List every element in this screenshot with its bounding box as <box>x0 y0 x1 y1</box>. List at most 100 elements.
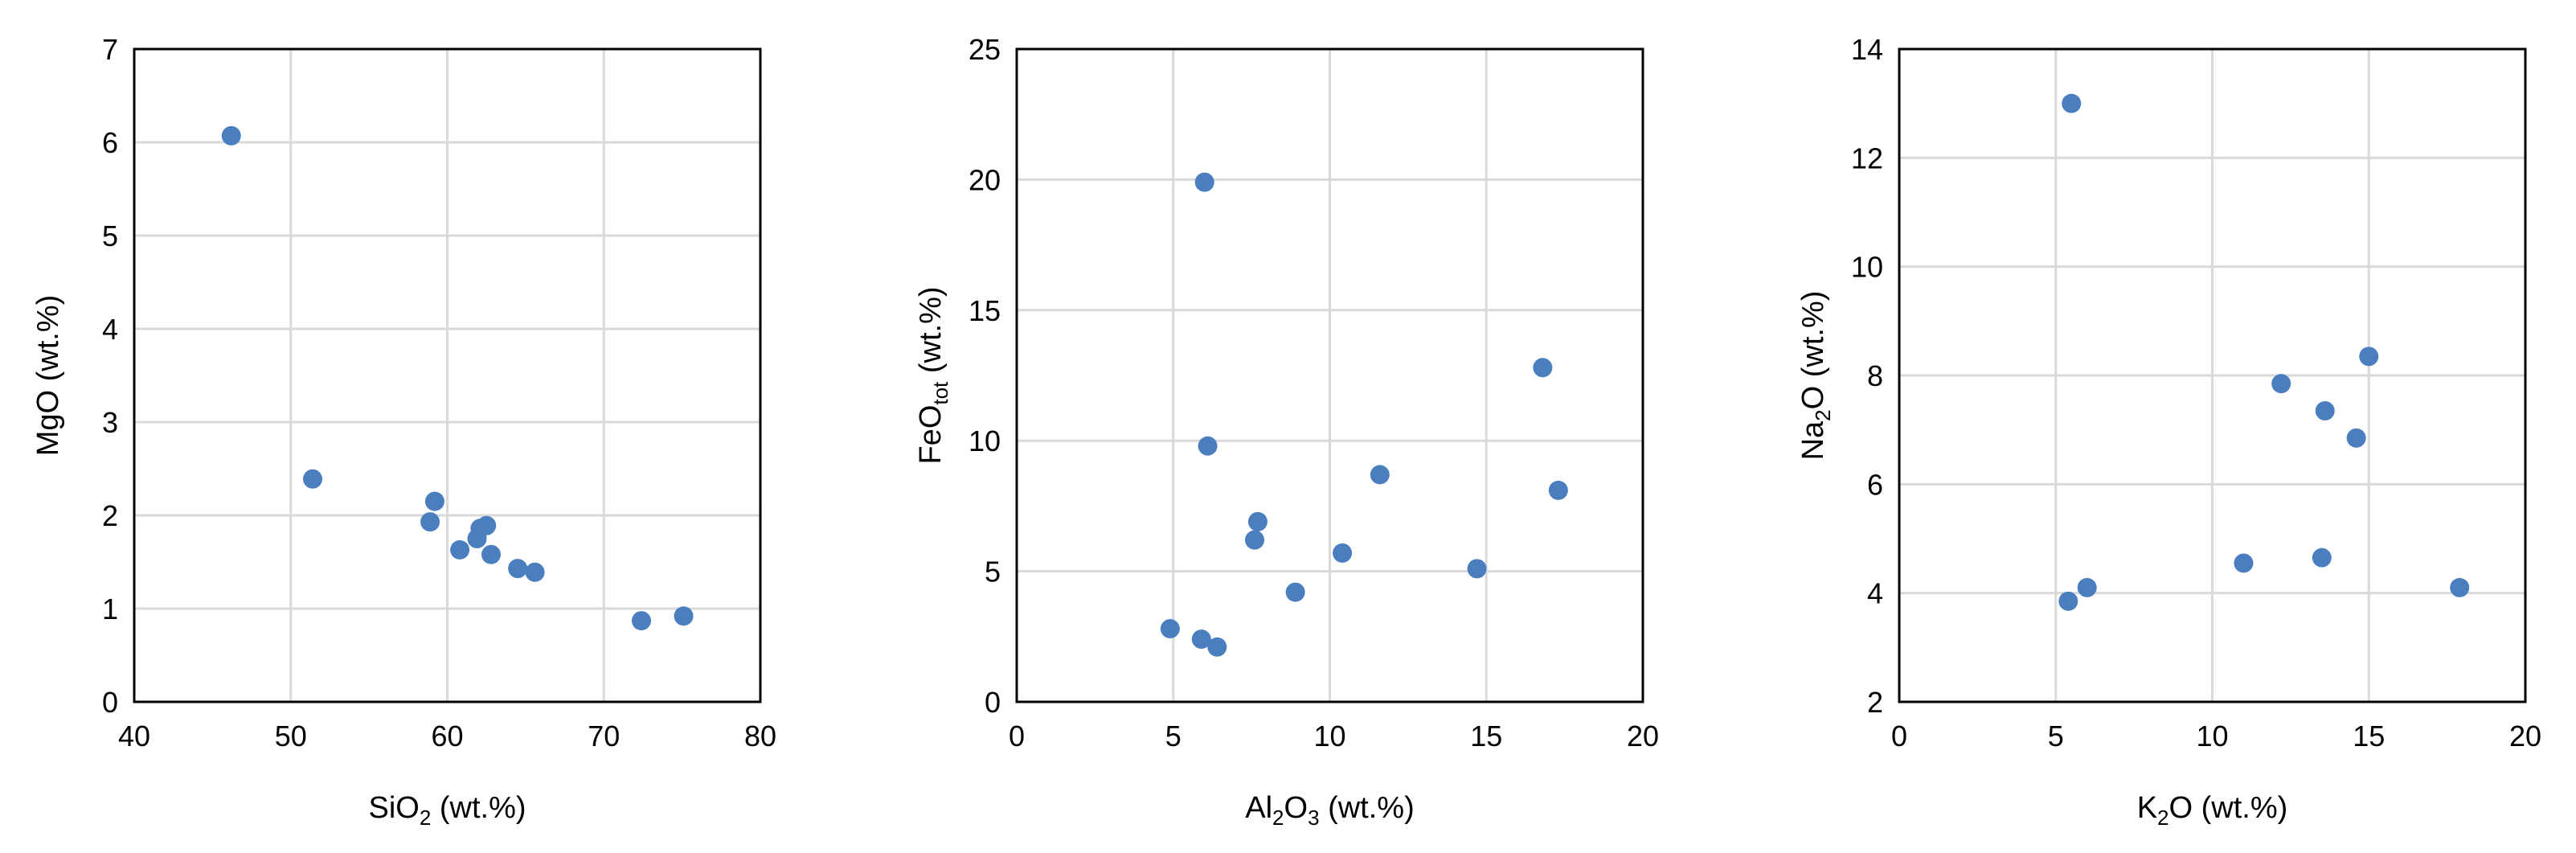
x-tick-label: 0 <box>1891 720 1907 753</box>
y-tick-label: 6 <box>102 126 118 159</box>
y-tick-label: 3 <box>102 406 118 439</box>
x-tick-label: 60 <box>431 720 463 753</box>
axis-label-sub: tot <box>928 381 952 405</box>
x-tick-label: 20 <box>2509 720 2541 753</box>
y-tick-label: 2 <box>1867 686 1883 719</box>
y-axis-label: FeOtot (wt.%) <box>914 286 952 464</box>
axis-label-tail: O (wt.%) <box>2169 791 2288 825</box>
axis-label-tail: (wt.%) <box>431 791 526 825</box>
data-point <box>424 491 444 511</box>
data-point <box>1467 559 1487 579</box>
data-point <box>1333 543 1353 563</box>
y-tick-label: 10 <box>1851 251 1883 284</box>
data-point <box>420 512 440 532</box>
y-tick-label: 5 <box>985 556 1001 588</box>
axis-label-sub: 2 <box>1272 806 1284 830</box>
data-point <box>1198 436 1218 456</box>
y-tick-label: 25 <box>969 33 1001 66</box>
data-point <box>1370 465 1390 485</box>
axis-label-main: Na <box>1796 420 1830 460</box>
data-point <box>2271 374 2291 394</box>
y-tick-label: 20 <box>969 163 1001 196</box>
axis-label-tail: O (wt.%) <box>1796 291 1830 410</box>
axis-label-sub: 2 <box>420 806 431 830</box>
x-tick-label: 40 <box>118 720 150 753</box>
data-point <box>1194 172 1214 192</box>
axis-label-main: MgO (wt.%) <box>31 295 65 457</box>
data-point <box>508 559 528 579</box>
y-tick-label: 4 <box>1867 577 1883 610</box>
data-point <box>1247 511 1268 531</box>
y-axis-label: Na2O (wt.%) <box>1796 291 1835 461</box>
data-point <box>2077 577 2097 597</box>
data-point <box>1285 582 1305 602</box>
x-tick-label: 20 <box>1627 720 1659 753</box>
y-tick-label: 14 <box>1851 33 1883 66</box>
plot-frame <box>1015 47 1644 703</box>
data-point <box>2062 93 2082 113</box>
data-point <box>2058 591 2078 611</box>
data-point <box>2359 347 2379 367</box>
axis-label-main: K <box>2137 791 2157 825</box>
y-tick-label: 6 <box>1867 468 1883 501</box>
axis-label-main: SiO <box>368 791 419 825</box>
x-axis-label: SiO2 (wt.%) <box>368 791 526 830</box>
data-point <box>2450 577 2470 597</box>
x-tick-label: 0 <box>1009 720 1025 753</box>
data-point <box>2312 547 2332 568</box>
x-tick-label: 15 <box>2353 720 2385 753</box>
data-point <box>2234 553 2254 573</box>
axis-label-sub2: 3 <box>1308 806 1319 830</box>
data-point <box>1191 629 1211 650</box>
y-tick-label: 0 <box>102 686 118 719</box>
data-point <box>631 611 651 631</box>
axis-label-tail2: (wt.%) <box>1320 791 1415 825</box>
axis-label-sub: 2 <box>1811 409 1835 420</box>
y-tick-label: 8 <box>1867 359 1883 392</box>
data-point <box>450 539 470 560</box>
y-tick-label: 10 <box>969 424 1001 457</box>
y-tick-label: 15 <box>969 294 1001 327</box>
data-point <box>481 544 502 564</box>
x-tick-label: 10 <box>2196 720 2228 753</box>
x-tick-label: 15 <box>1470 720 1502 753</box>
data-point <box>525 562 545 582</box>
plot-frame <box>133 47 762 703</box>
y-tick-label: 2 <box>102 499 118 532</box>
y-tick-label: 12 <box>1851 141 1883 174</box>
data-point <box>1160 619 1180 639</box>
data-point <box>1245 530 1265 550</box>
axis-label-tail: (wt.%) <box>914 286 948 381</box>
data-point <box>221 125 241 146</box>
y-tick-label: 5 <box>102 219 118 252</box>
y-axis-label: MgO (wt.%) <box>31 295 65 457</box>
data-point <box>674 606 694 626</box>
axis-label-main: FeO <box>914 405 948 465</box>
axis-label-tail: O <box>1284 791 1308 825</box>
data-point <box>1548 480 1568 500</box>
x-tick-label: 5 <box>2048 720 2064 753</box>
data-point <box>303 469 323 489</box>
plot-frame <box>1898 47 2527 703</box>
data-point <box>1533 358 1553 378</box>
axis-label-main: Al <box>1245 791 1272 825</box>
data-point <box>2315 400 2335 420</box>
y-tick-label: 1 <box>102 593 118 625</box>
y-tick-label: 0 <box>985 686 1001 719</box>
data-point <box>467 529 487 548</box>
x-tick-label: 10 <box>1313 720 1345 753</box>
axis-label-sub: 2 <box>2157 806 2169 830</box>
y-tick-label: 7 <box>102 33 118 66</box>
x-tick-label: 50 <box>275 720 307 753</box>
x-axis-label: K2O (wt.%) <box>2137 791 2288 830</box>
x-tick-label: 80 <box>744 720 776 753</box>
data-point <box>1207 637 1227 657</box>
x-tick-label: 5 <box>1165 720 1182 753</box>
y-tick-label: 4 <box>102 313 118 346</box>
data-point <box>2346 428 2366 448</box>
x-tick-label: 70 <box>588 720 620 753</box>
